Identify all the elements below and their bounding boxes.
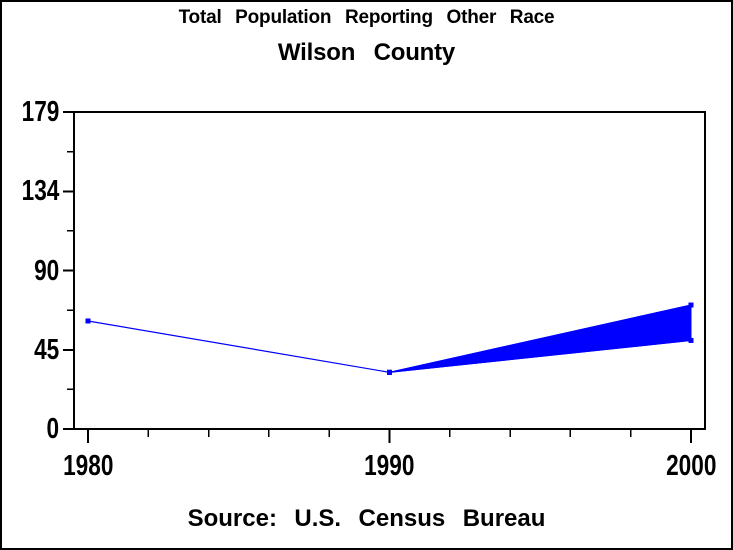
chart-title: Total Population Reporting Other Race (178, 7, 555, 28)
data-point-marker (688, 302, 694, 308)
y-tick-label: 90 (33, 254, 59, 287)
y-tick-label: 179 (21, 96, 59, 128)
other-race-lower-estimate-line (389, 339, 692, 373)
data-point-marker (387, 369, 392, 375)
x-tick-label: 2000 (665, 450, 717, 482)
y-tick-label: 0 (46, 413, 59, 445)
plot-frame (73, 111, 706, 430)
source-note: Source: U.S. Census Bureau (187, 505, 546, 532)
data-point-marker (85, 318, 91, 324)
y-tick-label: 45 (33, 333, 59, 366)
data-point-marker (688, 337, 694, 343)
x-tick-label: 1980 (62, 450, 114, 482)
chart-subtitle: Wilson County (277, 39, 456, 66)
y-tick-label: 134 (21, 175, 59, 208)
x-tick-label: 1990 (364, 450, 415, 482)
